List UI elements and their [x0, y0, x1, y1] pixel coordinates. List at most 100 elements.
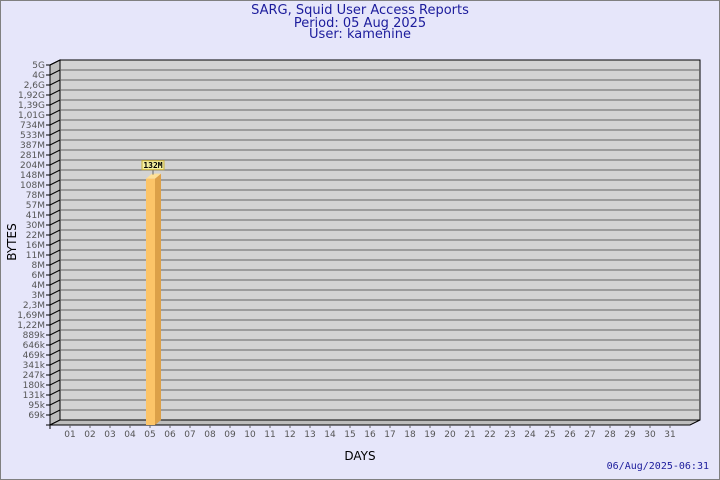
x-axis-title: DAYS	[344, 449, 375, 463]
x-tick-label: 07	[184, 430, 195, 440]
y-tick-depth	[49, 189, 61, 196]
x-tick-label: 25	[544, 430, 555, 440]
bar-side	[155, 173, 161, 425]
y-tick-depth	[49, 79, 61, 86]
x-tick-label: 11	[264, 430, 275, 440]
x-tick-label: 02	[84, 430, 95, 440]
x-tick-label: 12	[284, 430, 295, 440]
y-tick-label: 1,22M	[17, 321, 45, 331]
y-tick-depth	[49, 339, 61, 346]
y-axis-title: BYTES	[5, 223, 19, 260]
y-tick-label: 69k	[28, 411, 45, 421]
x-tick-label: 20	[444, 430, 456, 440]
y-tick-label: 204M	[20, 161, 45, 171]
y-tick-depth	[49, 169, 61, 176]
y-tick-label: 1,69M	[17, 311, 45, 321]
y-tick-label: 131k	[23, 391, 46, 401]
y-tick-label: 1,01G	[18, 111, 45, 121]
y-tick-depth	[49, 179, 61, 186]
chart-period: Period: 05 Aug 2025	[293, 16, 427, 31]
y-tick-label: 57M	[26, 201, 45, 211]
y-tick-depth	[49, 119, 61, 126]
y-tick-depth	[49, 99, 61, 106]
x-tick-label: 29	[624, 430, 636, 440]
x-tick-label: 05	[144, 430, 155, 440]
y-tick-label: 734M	[20, 121, 45, 131]
x-tick-label: 31	[664, 430, 675, 440]
x-tick-label: 24	[524, 430, 536, 440]
y-tick-depth	[49, 149, 61, 156]
y-tick-label: 341k	[23, 361, 46, 371]
y-tick-label: 30M	[26, 221, 45, 231]
y-tick-label: 387M	[20, 141, 45, 151]
x-tick-label: 21	[464, 430, 475, 440]
y-tick-depth	[49, 289, 61, 296]
y-tick-label: 148M	[20, 171, 45, 181]
y-tick-depth	[49, 219, 61, 226]
y-tick-label: 889k	[23, 331, 46, 341]
y-tick-depth	[49, 109, 61, 116]
x-tick-label: 06	[164, 430, 176, 440]
x-tick-label: 23	[504, 430, 515, 440]
y-tick-depth	[49, 259, 61, 266]
x-tick-label: 22	[484, 430, 495, 440]
y-tick-depth	[49, 369, 61, 376]
y-tick-depth	[49, 209, 61, 216]
y-tick-label: 1,92G	[18, 91, 45, 101]
x-tick-label: 08	[204, 430, 216, 440]
y-tick-label: 16M	[26, 241, 45, 251]
y-tick-depth	[49, 139, 61, 146]
y-tick-depth	[49, 239, 61, 246]
y-tick-label: 22M	[26, 231, 45, 241]
y-tick-label: 78M	[26, 191, 45, 201]
x-tick-label: 15	[344, 430, 355, 440]
y-tick-depth	[49, 69, 61, 76]
x-tick-label: 27	[584, 430, 595, 440]
x-tick-label: 30	[644, 430, 656, 440]
x-tick-label: 10	[244, 430, 256, 440]
y-tick-label: 247k	[23, 371, 46, 381]
y-tick-depth	[49, 319, 61, 326]
chart-user: User: kamenine	[309, 27, 411, 42]
x-tick-label: 26	[564, 430, 576, 440]
y-tick-label: 2,6G	[24, 81, 45, 91]
x-tick-label: 17	[384, 430, 395, 440]
y-tick-depth	[49, 379, 61, 386]
y-tick-label: 1,39G	[18, 101, 45, 111]
y-tick-label: 281M	[20, 151, 45, 161]
y-tick-label: 2,3M	[23, 301, 45, 311]
bar-top	[146, 173, 161, 179]
x-tick-label: 03	[104, 430, 115, 440]
y-tick-label: 95k	[28, 401, 45, 411]
y-tick-label: 41M	[26, 211, 45, 221]
y-tick-label: 8M	[32, 261, 46, 271]
x-tick-label: 01	[64, 430, 75, 440]
x-tick-label: 16	[364, 430, 376, 440]
y-tick-depth	[49, 389, 61, 396]
y-tick-label: 3M	[32, 291, 46, 301]
y-tick-label: 646k	[23, 341, 46, 351]
y-tick-label: 180k	[23, 381, 46, 391]
y-tick-depth	[49, 59, 61, 66]
y-tick-label: 5G	[32, 61, 45, 71]
x-tick-label: 13	[304, 430, 315, 440]
y-tick-label: 108M	[20, 181, 45, 191]
y-tick-depth	[49, 299, 61, 306]
y-tick-depth	[49, 249, 61, 256]
y-tick-label: 6M	[32, 271, 46, 281]
x-tick-label: 14	[324, 430, 336, 440]
y-tick-label: 4M	[32, 281, 46, 291]
generated-timestamp: 06/Aug/2025-06:31	[606, 461, 709, 472]
y-tick-depth	[49, 89, 61, 96]
x-tick-label: 09	[224, 430, 236, 440]
y-tick-depth	[49, 199, 61, 206]
y-tick-depth	[49, 359, 61, 366]
x-tick-label: 04	[124, 430, 136, 440]
y-tick-depth	[49, 309, 61, 316]
x-tick-label: 18	[404, 430, 416, 440]
y-tick-depth	[49, 159, 61, 166]
y-tick-depth	[49, 269, 61, 276]
data-label: 132M	[143, 161, 162, 170]
y-tick-depth	[49, 349, 61, 356]
